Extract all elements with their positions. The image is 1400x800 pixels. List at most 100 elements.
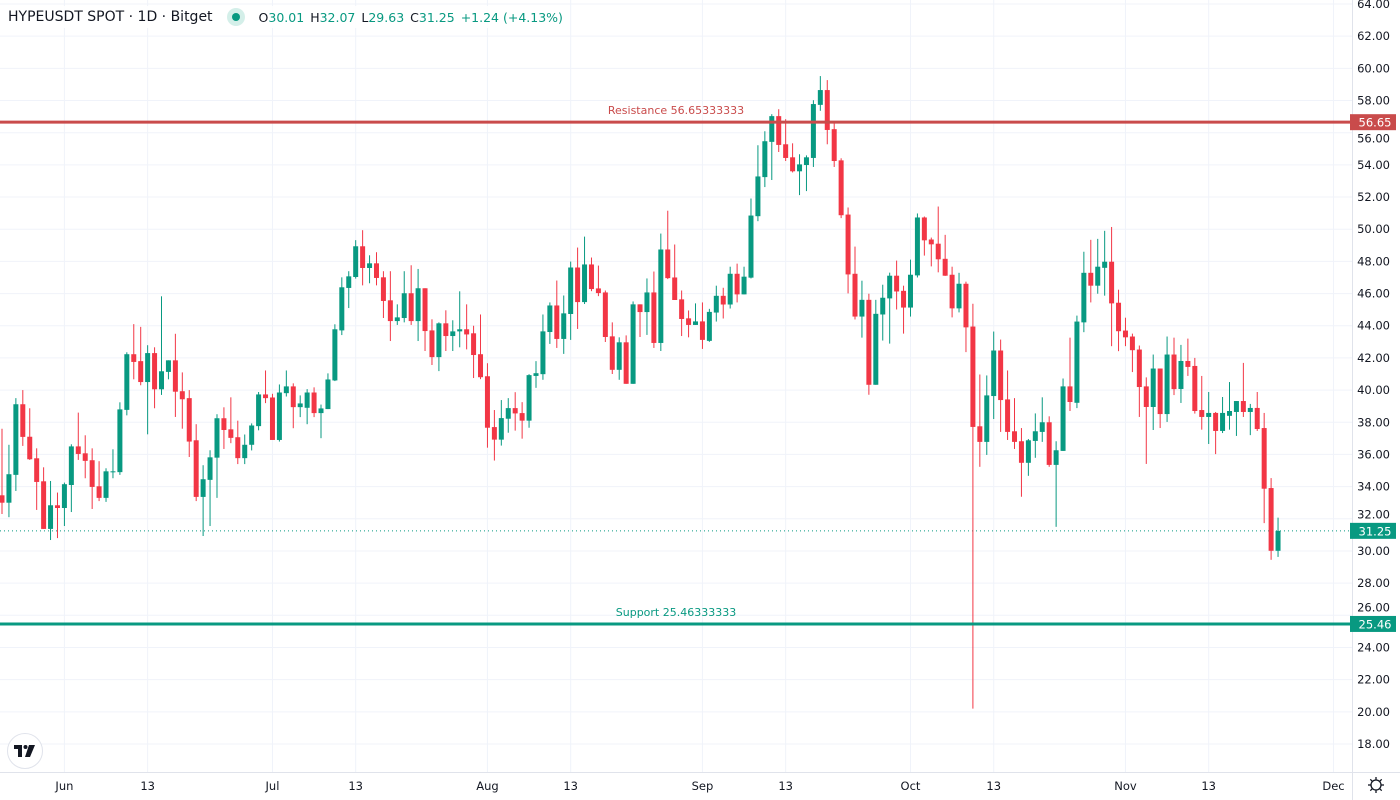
candle[interactable] — [34, 448, 40, 510]
candle[interactable] — [145, 345, 151, 435]
candle[interactable] — [797, 154, 803, 196]
candle[interactable] — [873, 299, 879, 385]
candle[interactable] — [263, 370, 269, 404]
candle[interactable] — [1226, 382, 1232, 430]
candle[interactable] — [498, 400, 504, 446]
candle[interactable] — [311, 387, 317, 418]
candle[interactable] — [575, 247, 581, 329]
candle[interactable] — [131, 324, 137, 380]
candle[interactable] — [1136, 345, 1142, 417]
candle[interactable] — [623, 335, 629, 384]
candle[interactable] — [450, 320, 456, 351]
candle[interactable] — [803, 155, 809, 192]
candle[interactable] — [1275, 517, 1281, 557]
candle[interactable] — [644, 278, 650, 335]
candle[interactable] — [457, 291, 463, 348]
candle[interactable] — [165, 360, 171, 380]
candle[interactable] — [394, 304, 400, 325]
candle[interactable] — [748, 198, 754, 279]
candle[interactable] — [686, 310, 692, 338]
candle[interactable] — [6, 444, 12, 518]
candle[interactable] — [41, 467, 47, 529]
horizontal-lines[interactable]: Resistance 56.65333333 Support 25.4633333… — [0, 104, 1352, 626]
candle[interactable] — [27, 408, 33, 460]
candle[interactable] — [554, 280, 560, 348]
candle[interactable] — [1102, 230, 1108, 296]
candle[interactable] — [207, 450, 213, 527]
candle[interactable] — [1025, 438, 1031, 476]
candle[interactable] — [970, 303, 976, 709]
candle[interactable] — [159, 296, 165, 395]
candle[interactable] — [48, 480, 54, 541]
candle[interactable] — [956, 272, 962, 313]
candle[interactable] — [505, 398, 511, 433]
candle[interactable] — [339, 277, 345, 336]
candle[interactable] — [998, 339, 1004, 432]
candle[interactable] — [602, 290, 608, 342]
candle[interactable] — [89, 448, 95, 509]
candle[interactable] — [484, 363, 490, 448]
candle[interactable] — [256, 392, 262, 431]
candle[interactable] — [519, 402, 525, 439]
candle[interactable] — [193, 424, 199, 502]
candle[interactable] — [1185, 338, 1191, 376]
candle[interactable] — [1171, 337, 1177, 396]
candle[interactable] — [360, 230, 366, 286]
candle[interactable] — [942, 234, 948, 276]
candle[interactable] — [1150, 354, 1156, 430]
candle[interactable] — [984, 375, 990, 455]
candle[interactable] — [1122, 317, 1128, 347]
candle[interactable] — [907, 259, 913, 317]
candle[interactable] — [332, 324, 338, 382]
candle[interactable] — [866, 293, 872, 395]
candle[interactable] — [928, 237, 934, 267]
candle[interactable] — [935, 206, 941, 273]
candle[interactable] — [367, 255, 373, 284]
candle[interactable] — [977, 374, 983, 467]
time-axis[interactable]: Jun 13 Jul 13 Aug 13 Sep 13 Oct 13 Nov 13 Dec — [54, 779, 1344, 793]
candle[interactable] — [637, 304, 643, 338]
candle[interactable] — [540, 314, 546, 380]
candle[interactable] — [658, 233, 664, 351]
candle[interactable] — [1254, 392, 1260, 431]
candle[interactable] — [443, 310, 449, 351]
candle[interactable] — [353, 240, 359, 279]
candle[interactable] — [478, 314, 484, 380]
candle[interactable] — [914, 213, 920, 278]
candle[interactable] — [880, 284, 886, 341]
candle[interactable] — [491, 410, 497, 461]
candle[interactable] — [547, 302, 553, 344]
candle[interactable] — [1081, 251, 1087, 333]
candle[interactable] — [568, 261, 574, 340]
tradingview-logo[interactable] — [7, 733, 43, 769]
candle[interactable] — [706, 308, 712, 342]
candle[interactable] — [297, 395, 303, 418]
candle[interactable] — [68, 444, 74, 513]
symbol-title[interactable]: HYPEUSDT SPOT · 1D · Bitget — [8, 9, 213, 25]
candle[interactable] — [963, 281, 969, 353]
candle[interactable] — [1199, 375, 1205, 430]
candle[interactable] — [346, 271, 352, 309]
candle[interactable] — [894, 260, 900, 310]
candle[interactable] — [82, 435, 88, 479]
candle[interactable] — [790, 143, 796, 173]
candle[interactable] — [887, 272, 893, 344]
candle[interactable] — [1012, 398, 1018, 449]
candle[interactable] — [1213, 411, 1219, 455]
candle[interactable] — [117, 402, 123, 475]
candle[interactable] — [1039, 397, 1045, 442]
candle[interactable] — [110, 449, 116, 479]
candle[interactable] — [138, 326, 144, 386]
candle[interactable] — [1178, 344, 1184, 403]
candle[interactable] — [783, 119, 789, 162]
candle[interactable] — [991, 331, 997, 420]
candle[interactable] — [152, 347, 158, 409]
candle[interactable] — [318, 404, 324, 439]
candle[interactable] — [734, 263, 740, 303]
candle[interactable] — [776, 109, 782, 153]
candle[interactable] — [901, 285, 907, 334]
candle[interactable] — [838, 158, 844, 219]
candle[interactable] — [20, 390, 26, 446]
candle[interactable] — [61, 482, 67, 527]
candle[interactable] — [1247, 403, 1253, 436]
